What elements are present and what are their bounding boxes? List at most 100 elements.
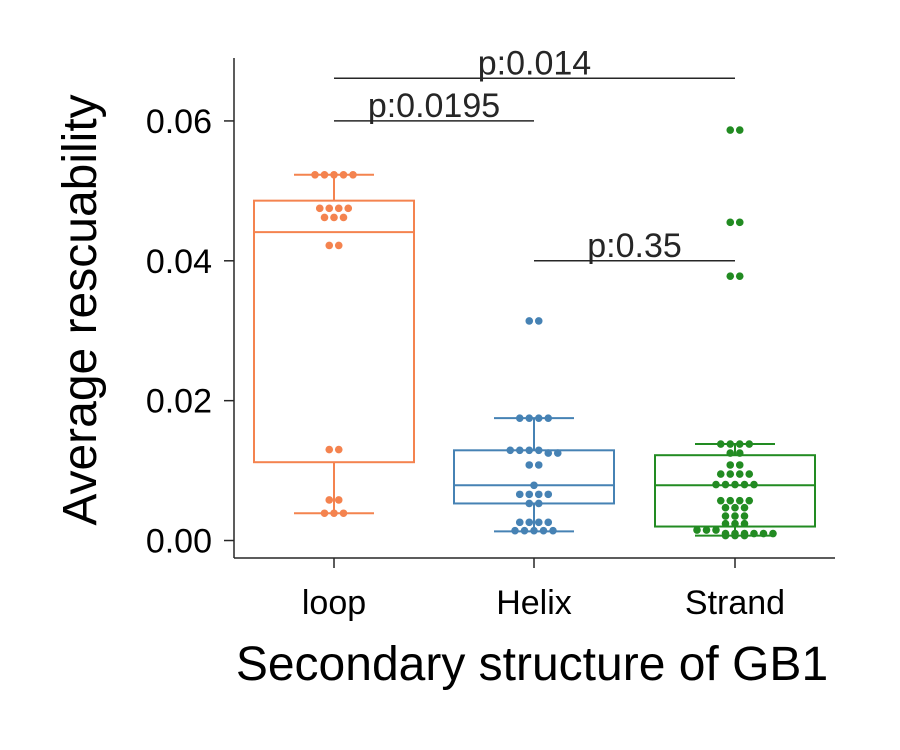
box-iqr <box>253 199 415 464</box>
data-point-loop <box>320 170 329 179</box>
data-point-loop <box>325 496 334 504</box>
data-point-strand <box>726 272 735 280</box>
data-point-strand <box>731 531 739 540</box>
data-point-loop <box>349 170 357 179</box>
data-point-helix <box>534 499 543 508</box>
data-point-loop <box>339 170 348 179</box>
data-point-strand <box>716 496 725 505</box>
data-point-helix <box>515 490 524 499</box>
data-point-loop <box>325 204 334 213</box>
data-point-loop <box>334 496 343 504</box>
data-point-strand <box>712 526 720 534</box>
data-point-helix <box>506 446 515 455</box>
data-point-strand <box>735 449 744 457</box>
data-point-helix <box>515 446 524 455</box>
data-point-loop <box>311 170 319 179</box>
data-point-strand <box>712 480 720 489</box>
data-point-strand <box>721 519 730 528</box>
data-point-helix <box>511 526 519 535</box>
data-points <box>311 126 777 540</box>
data-point-strand <box>721 531 730 540</box>
data-point-strand <box>726 496 735 505</box>
data-point-strand <box>731 512 739 520</box>
data-point-strand <box>731 519 739 528</box>
data-point-helix <box>534 414 543 422</box>
data-point-helix <box>534 490 543 499</box>
data-point-helix <box>515 518 524 527</box>
data-point-strand <box>731 480 739 489</box>
data-point-helix <box>549 526 557 535</box>
data-point-strand <box>721 480 730 489</box>
data-point-helix <box>530 526 538 535</box>
data-point-helix <box>534 446 543 455</box>
data-point-helix <box>515 414 524 422</box>
x-tick-label: loop <box>302 584 366 622</box>
x-axis-title: Secondary structure of GB1 <box>236 638 828 691</box>
data-point-loop <box>325 241 334 250</box>
data-point-loop <box>339 509 348 518</box>
data-point-strand <box>726 218 735 227</box>
data-point-strand <box>735 496 744 505</box>
data-point-strand <box>702 526 711 534</box>
data-point-strand <box>750 529 758 538</box>
data-point-helix <box>525 499 534 508</box>
data-point-strand <box>759 529 768 538</box>
data-point-strand <box>740 519 749 528</box>
data-point-strand <box>769 529 777 538</box>
box-loop <box>253 173 415 515</box>
data-point-strand <box>745 496 754 505</box>
data-point-helix <box>544 449 553 457</box>
data-point-strand <box>735 272 744 280</box>
data-point-loop <box>330 509 338 518</box>
data-point-strand <box>745 470 754 478</box>
data-point-helix <box>530 481 538 490</box>
p-value-label: p:0.014 <box>478 44 591 82</box>
p-value-label: p:0.0195 <box>368 87 500 125</box>
data-point-helix <box>525 490 534 499</box>
data-point-helix <box>525 461 534 469</box>
data-point-loop <box>334 204 343 213</box>
data-point-strand <box>693 526 701 534</box>
significance-annotations: p:0.014 p:0.0195 p:0.35 <box>334 44 735 265</box>
data-point-loop <box>325 445 334 454</box>
boxes <box>253 173 816 537</box>
data-point-strand <box>735 126 744 134</box>
data-point-helix <box>544 414 553 422</box>
data-point-strand <box>735 470 744 478</box>
data-point-helix <box>525 518 534 527</box>
data-point-loop <box>315 204 324 213</box>
data-point-strand <box>721 512 730 520</box>
data-point-strand <box>750 480 758 489</box>
data-point-strand <box>735 461 744 469</box>
data-point-helix <box>525 414 534 422</box>
data-point-strand <box>745 440 754 448</box>
data-point-helix <box>525 446 534 455</box>
data-point-loop <box>339 213 348 222</box>
data-point-loop <box>344 204 353 213</box>
data-point-strand <box>731 503 739 512</box>
y-tick-label: 0.04 <box>146 243 212 281</box>
box-helix <box>453 417 615 533</box>
y-tick-label: 0.06 <box>146 103 212 141</box>
data-point-helix <box>520 526 529 535</box>
data-point-strand <box>740 512 749 520</box>
data-point-strand <box>735 218 744 227</box>
data-point-helix <box>534 317 543 325</box>
data-point-helix <box>539 526 548 535</box>
y-ticks: 0.00 0.02 0.04 0.06 <box>146 103 234 561</box>
data-point-strand <box>721 503 730 512</box>
y-axis-title: Average rescuability <box>54 94 107 525</box>
data-point-helix <box>525 317 534 325</box>
data-point-loop <box>330 213 338 222</box>
data-point-helix <box>544 490 553 499</box>
box-iqr <box>453 449 615 505</box>
data-point-strand <box>726 126 735 134</box>
data-point-loop <box>320 213 329 222</box>
data-point-loop <box>334 445 343 454</box>
data-point-loop <box>330 170 338 179</box>
y-tick-label: 0.00 <box>146 523 212 561</box>
data-point-helix <box>544 518 553 527</box>
y-tick-label: 0.02 <box>146 383 212 421</box>
x-tick-label: Helix <box>496 584 572 622</box>
